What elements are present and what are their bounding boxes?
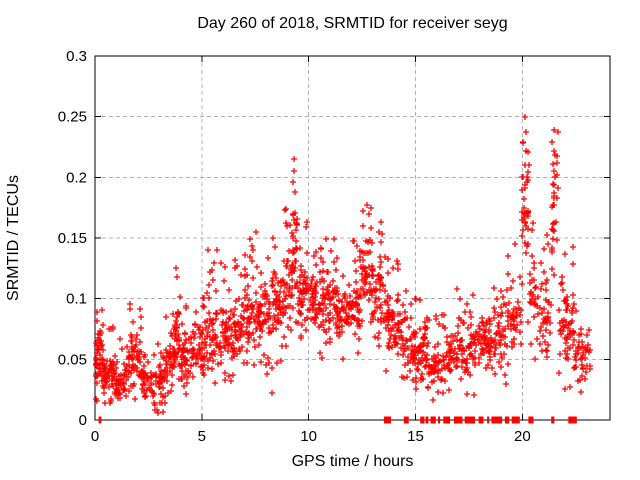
y-tick-label: 0.25 xyxy=(58,109,87,126)
zero-value-marks xyxy=(403,416,409,424)
zero-value-marks xyxy=(420,416,425,424)
zero-value-marks xyxy=(478,416,484,424)
y-tick-label: 0.3 xyxy=(66,48,87,65)
y-tick-label: 0.1 xyxy=(66,291,87,308)
zero-value-marks xyxy=(425,416,429,424)
zero-value-marks xyxy=(487,416,490,424)
zero-value-marks xyxy=(491,416,503,424)
zero-value-marks xyxy=(551,416,555,424)
zero-value-marks xyxy=(443,416,451,424)
zero-value-marks xyxy=(464,416,475,424)
y-tick-label: 0.05 xyxy=(58,351,87,368)
x-tick-label: 20 xyxy=(514,428,531,445)
y-tick-label: 0.2 xyxy=(66,169,87,186)
x-tick-label: 0 xyxy=(91,428,99,445)
x-tick-label: 15 xyxy=(407,428,424,445)
tick-marks xyxy=(94,55,610,421)
scatter-points xyxy=(93,114,593,416)
plot-title: Day 260 of 2018, SRMTID for receiver sey… xyxy=(197,15,508,32)
y-axis-label: SRMTID / TECUs xyxy=(5,175,22,301)
zero-value-marks xyxy=(430,416,436,424)
zero-value-marks xyxy=(383,416,391,424)
zero-value-marks xyxy=(568,416,577,424)
zero-value-marks xyxy=(528,416,534,424)
zero-value-marks xyxy=(454,416,463,424)
x-axis-label: GPS time / hours xyxy=(291,453,414,470)
zero-value-marks xyxy=(511,416,520,424)
zero-value-marks xyxy=(504,416,510,424)
y-tick-label: 0 xyxy=(79,412,87,429)
zero-value-marks xyxy=(98,416,102,424)
zero-value-marks xyxy=(438,416,441,424)
x-tick-label: 5 xyxy=(198,428,206,445)
y-tick-label: 0.15 xyxy=(58,230,87,247)
x-tick-label: 10 xyxy=(300,428,317,445)
